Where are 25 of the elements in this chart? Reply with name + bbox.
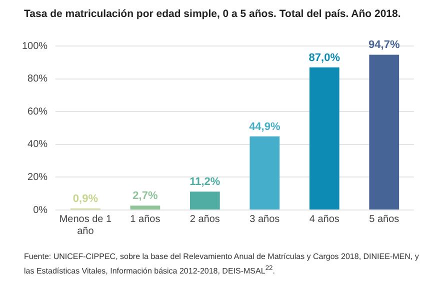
x-tick-label: 1 años bbox=[130, 214, 160, 225]
y-tick-label: 60% bbox=[28, 106, 48, 118]
bar bbox=[130, 206, 160, 210]
x-tick-label: 4 años bbox=[309, 214, 340, 225]
x-tick-label: 2 años bbox=[190, 214, 220, 225]
y-tick-label: 100% bbox=[22, 40, 48, 52]
data-label: 87,0% bbox=[308, 52, 340, 64]
y-tick-label: 20% bbox=[28, 172, 48, 183]
y-tick-label: 0% bbox=[33, 204, 48, 216]
bar bbox=[309, 67, 340, 210]
data-label: 0,9% bbox=[72, 193, 98, 206]
chart-title: Tasa de matriculación por edad simple, 0 a 5 años. Total del país. Año 2018. bbox=[24, 8, 401, 20]
bar bbox=[190, 192, 220, 210]
data-label: 94,7% bbox=[368, 39, 400, 52]
data-label: 2,7% bbox=[132, 190, 158, 202]
x-tick-label: 3 años bbox=[250, 214, 280, 225]
y-tick-label: 40% bbox=[28, 139, 48, 150]
bar bbox=[250, 136, 280, 210]
source-note: Fuente: UNICEF-CIPPEC, sobre la base del Relevamiento Anual de Matrículas y Cargos 2018, DINIEE-MEN, y las Estadísticas Vitales, Información básica 2012-2018, DEIS-MSAL$^{22}$. bbox=[24, 251, 420, 278]
x-tick-label: Menos de 1 año bbox=[59, 214, 112, 237]
data-label: 11,2% bbox=[190, 176, 220, 188]
data-label: 44,9% bbox=[249, 120, 280, 133]
y-tick-label: 80% bbox=[28, 74, 48, 85]
x-tick-label: 5 años bbox=[369, 214, 400, 225]
bar bbox=[369, 54, 400, 210]
